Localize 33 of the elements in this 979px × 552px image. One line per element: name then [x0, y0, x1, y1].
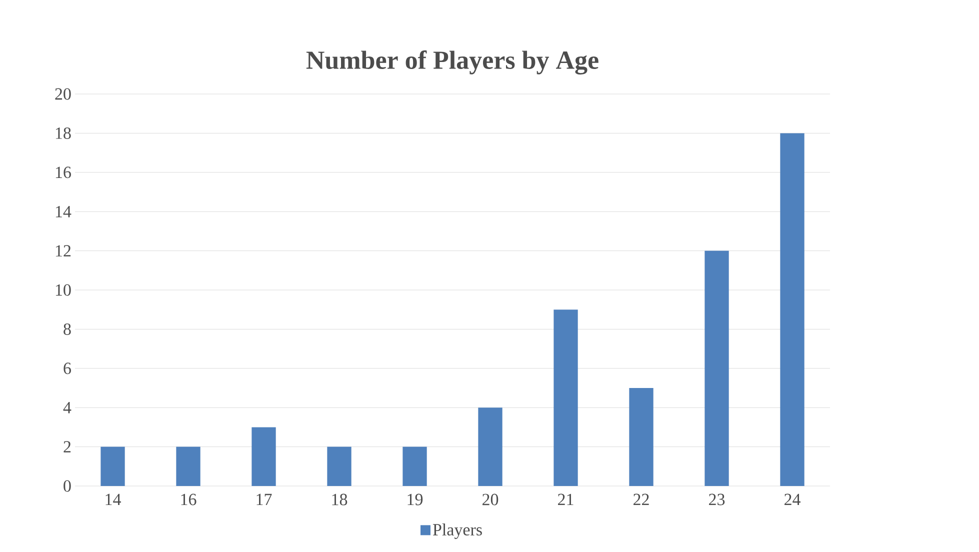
bar [629, 388, 654, 486]
x-tick-label: 18 [332, 494, 348, 506]
y-tick-label: 14 [56, 206, 72, 218]
bar [402, 446, 427, 486]
bar [704, 250, 729, 486]
bar [554, 310, 578, 486]
x-tick-label: 20 [482, 494, 498, 506]
x-tick-label: 22 [634, 494, 649, 506]
y-tick-label: 10 [56, 284, 71, 296]
chart-title: Number of Players by Age [306, 50, 598, 74]
y-tick-label: 12 [56, 245, 71, 256]
y-tick-label: 18 [56, 127, 71, 139]
x-tick-label: 19 [408, 494, 423, 506]
y-tick-label: 2 [64, 441, 71, 452]
bar [176, 446, 200, 486]
legend-label: Players [432, 524, 482, 539]
bar [327, 446, 352, 486]
y-tick-label: 20 [55, 88, 71, 100]
x-tick-label: 23 [709, 494, 725, 506]
x-tick-label: 14 [106, 494, 121, 506]
x-tick-label: 17 [256, 494, 272, 506]
bar [252, 427, 276, 486]
y-tick-label: 16 [56, 166, 71, 178]
x-tick-label: 16 [181, 494, 196, 506]
bar [478, 408, 502, 486]
y-tick-label: 8 [64, 323, 71, 335]
bar [100, 446, 125, 486]
y-tick-label: 4 [63, 402, 72, 414]
bar [780, 133, 804, 486]
y-tick-label: 0 [64, 480, 71, 492]
x-tick-label: 24 [784, 494, 800, 506]
x-tick-label: 21 [558, 494, 574, 506]
y-tick-label: 6 [64, 362, 71, 374]
